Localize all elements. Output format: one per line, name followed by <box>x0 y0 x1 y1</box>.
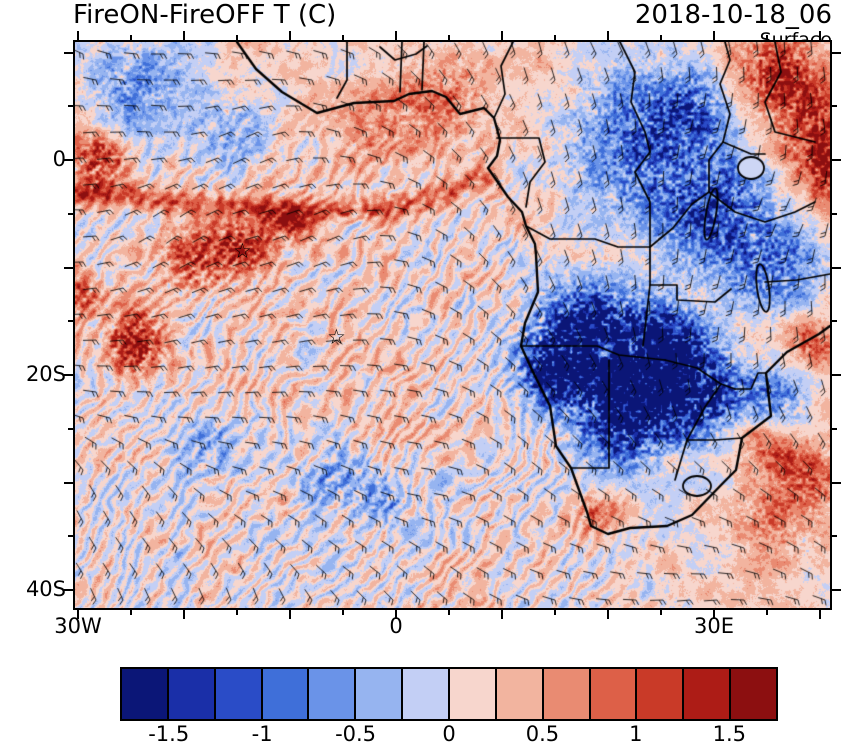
axis-tick <box>183 610 185 619</box>
axis-tick <box>342 35 344 40</box>
colorbar-tick-label: -1.5 <box>148 722 190 746</box>
axis-tick <box>130 610 132 615</box>
colorbar-cell <box>684 669 732 719</box>
axis-tick <box>501 610 503 619</box>
axis-tick <box>832 266 841 269</box>
axis-tick <box>64 266 73 269</box>
colorbar-tick-label: -0.5 <box>335 722 377 746</box>
axis-tick <box>766 610 768 615</box>
axis-tick <box>832 105 837 108</box>
colorbar-cell <box>731 669 777 719</box>
axis-tick <box>68 212 73 215</box>
colorbar-cell <box>496 669 544 719</box>
axis-tick <box>289 31 291 40</box>
axis-tick <box>832 212 837 215</box>
colorbar-cell <box>590 669 638 719</box>
axis-tick <box>64 374 73 376</box>
colorbar-cell <box>543 669 591 719</box>
axis-tick <box>395 31 397 40</box>
axis-tick <box>607 31 609 40</box>
axis-tick <box>77 31 79 40</box>
axis-tick <box>832 51 841 54</box>
axis-tick <box>183 31 185 40</box>
axis-tick <box>236 35 238 40</box>
axis-tick <box>607 610 609 619</box>
y-axis-tick-label: 40S <box>25 577 66 601</box>
colorbar-tick-label: -1 <box>251 722 273 746</box>
axis-tick <box>77 610 79 619</box>
star-marker: ☆ <box>233 239 252 263</box>
axis-tick <box>713 31 715 40</box>
axis-tick <box>713 610 715 619</box>
plot-title: FireON-FireOFF T (C) <box>73 0 337 30</box>
colorbar-cell <box>403 669 451 719</box>
colorbar <box>120 667 778 721</box>
axis-tick <box>819 31 821 40</box>
colorbar-cell <box>356 669 404 719</box>
colorbar-cell <box>309 669 357 719</box>
axis-tick <box>64 589 73 591</box>
colorbar-cell <box>215 669 263 719</box>
colorbar-cell <box>122 669 169 719</box>
axis-tick <box>501 31 503 40</box>
axis-tick <box>289 610 291 619</box>
axis-tick <box>68 320 73 323</box>
axis-tick <box>448 610 450 615</box>
axis-tick <box>832 481 841 484</box>
axis-tick <box>68 535 73 538</box>
axis-tick <box>130 35 132 40</box>
date-label: 2018-10-18_06 <box>634 0 832 30</box>
axis-tick <box>554 610 556 615</box>
colorbar-cell <box>637 669 685 719</box>
y-axis-tick-label: 20S <box>25 362 66 386</box>
colorbar-cell <box>450 669 497 719</box>
colorbar-tick-label: 1 <box>629 722 643 746</box>
colorbar-cell <box>168 669 216 719</box>
axis-tick <box>832 320 837 323</box>
axis-tick <box>236 610 238 615</box>
x-axis-tick-label: 30W <box>54 614 102 638</box>
x-axis-tick-label: 0 <box>389 614 403 638</box>
temperature-difference-field <box>75 42 830 608</box>
axis-tick <box>660 35 662 40</box>
axis-tick <box>64 51 73 54</box>
axis-tick <box>554 35 556 40</box>
axis-tick <box>342 610 344 615</box>
axis-tick <box>832 374 841 376</box>
axis-tick <box>832 159 841 161</box>
x-axis-tick-label: 30E <box>694 614 734 638</box>
axis-tick <box>68 105 73 108</box>
y-axis-tick-label: 0 <box>52 147 66 171</box>
axis-tick <box>448 35 450 40</box>
map-plot-area: ☆ ☆ <box>73 40 832 610</box>
axis-tick <box>395 610 397 619</box>
axis-tick <box>832 589 841 591</box>
axis-tick <box>64 481 73 484</box>
colorbar-cell <box>262 669 310 719</box>
colorbar-tick-label: 0 <box>442 722 456 746</box>
colorbar-tick-label: 1.5 <box>712 722 746 746</box>
axis-tick <box>766 35 768 40</box>
colorbar-tick-label: 0.5 <box>525 722 560 746</box>
star-marker: ☆ <box>327 325 346 349</box>
axis-tick <box>660 610 662 615</box>
axis-tick <box>819 610 821 619</box>
axis-tick <box>832 535 837 538</box>
axis-tick <box>68 427 73 430</box>
axis-tick <box>64 159 73 161</box>
axis-tick <box>832 427 837 430</box>
